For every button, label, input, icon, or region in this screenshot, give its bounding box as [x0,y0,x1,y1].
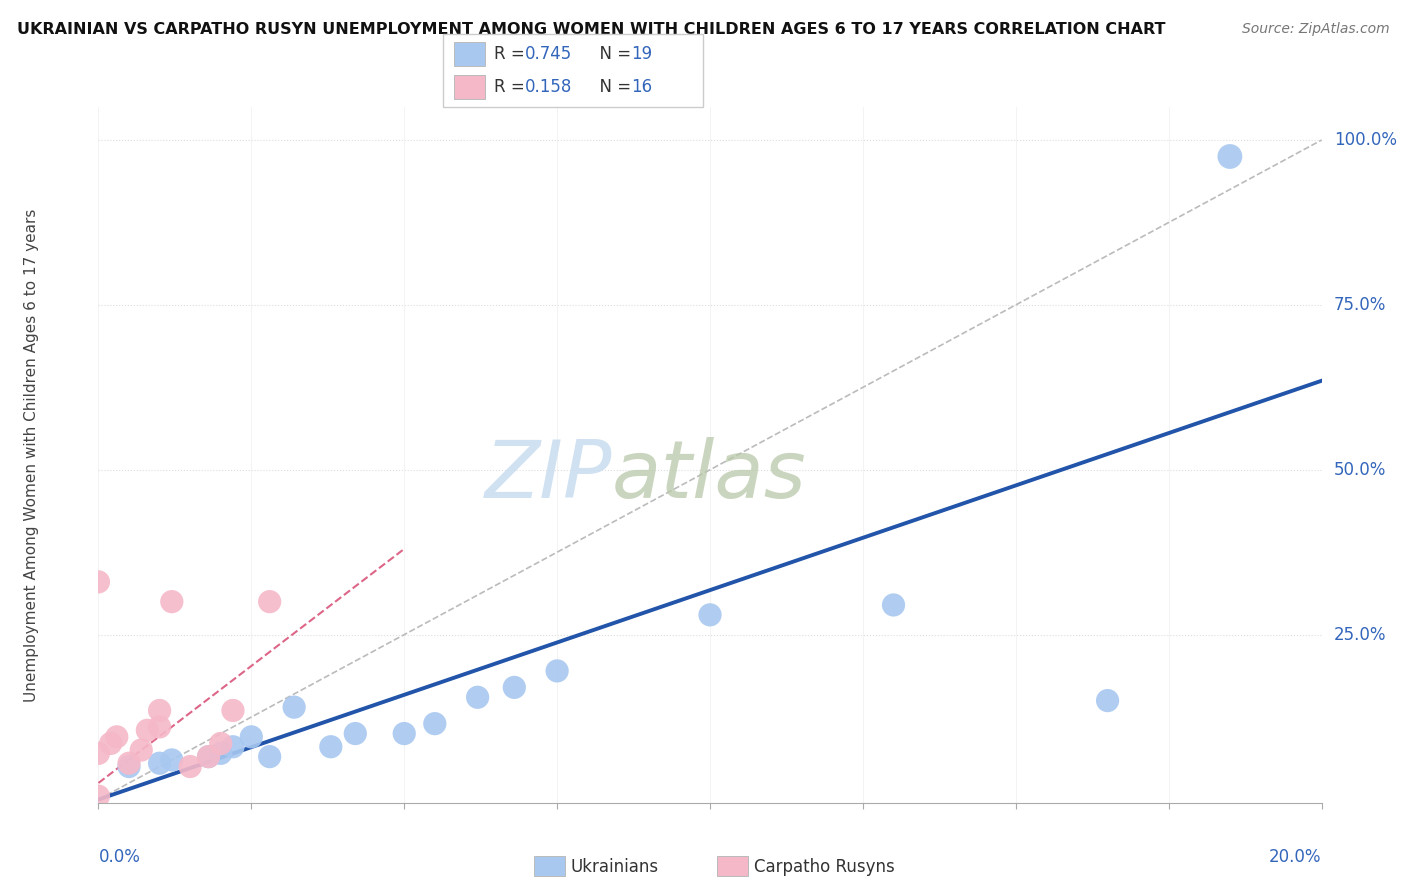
Text: 75.0%: 75.0% [1334,296,1386,314]
Text: UKRAINIAN VS CARPATHO RUSYN UNEMPLOYMENT AMONG WOMEN WITH CHILDREN AGES 6 TO 17 : UKRAINIAN VS CARPATHO RUSYN UNEMPLOYMENT… [17,22,1166,37]
Text: R =: R = [494,45,530,62]
Point [392,726,416,740]
Point [344,726,367,740]
Point [149,703,172,717]
Point [118,756,141,771]
Text: Ukrainians: Ukrainians [571,858,659,876]
Point [149,720,172,734]
Point [197,749,219,764]
Point [87,747,110,761]
Point [883,598,905,612]
Text: 50.0%: 50.0% [1334,461,1386,479]
Point [118,759,141,773]
Text: ZIP: ZIP [485,437,612,515]
Point [467,690,489,705]
Text: 0.158: 0.158 [524,78,572,96]
Point [423,716,446,731]
Point [222,739,245,754]
Point [197,749,219,764]
Point [283,700,305,714]
Point [87,789,110,804]
Point [699,607,721,622]
Point [259,749,281,764]
Text: N =: N = [589,78,637,96]
Text: atlas: atlas [612,437,807,515]
Text: 20.0%: 20.0% [1270,848,1322,866]
Point [149,756,172,771]
Point [222,703,245,717]
Text: Unemployment Among Women with Children Ages 6 to 17 years: Unemployment Among Women with Children A… [24,208,38,702]
Text: N =: N = [589,45,637,62]
Text: Carpatho Rusyns: Carpatho Rusyns [754,858,894,876]
Point [160,595,183,609]
Text: 0.0%: 0.0% [98,848,141,866]
Point [1097,693,1119,707]
Text: 0.745: 0.745 [524,45,572,62]
Point [259,595,281,609]
Text: Source: ZipAtlas.com: Source: ZipAtlas.com [1241,22,1389,37]
Point [546,664,568,678]
Point [160,753,183,767]
Point [105,730,128,744]
Point [503,681,526,695]
Point [319,739,342,754]
Point [240,730,263,744]
Text: 19: 19 [631,45,652,62]
Point [209,736,232,750]
Point [179,759,201,773]
Text: 100.0%: 100.0% [1334,131,1398,149]
Point [136,723,159,738]
Point [129,743,152,757]
Point [1219,149,1241,163]
Point [209,747,232,761]
Point [87,574,110,589]
Text: 16: 16 [631,78,652,96]
Text: R =: R = [494,78,530,96]
Text: 25.0%: 25.0% [1334,625,1386,644]
Point [100,736,122,750]
